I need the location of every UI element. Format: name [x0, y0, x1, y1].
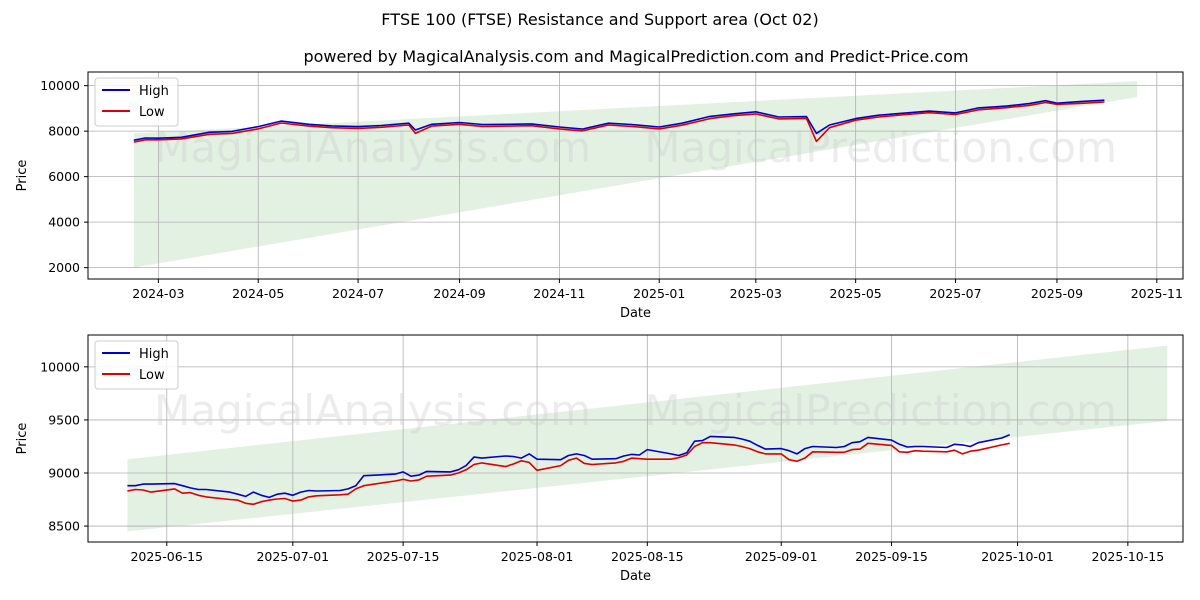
series-line-low	[133, 101, 1105, 143]
y-tick-label: 8000	[48, 124, 80, 139]
x-tick-label: 2024-05	[232, 286, 284, 301]
x-tick-label: 2025-08-01	[501, 549, 574, 564]
x-axis-label: Date	[620, 306, 651, 321]
y-tick-label: 10000	[40, 78, 80, 93]
x-tick-label: 2024-11	[533, 286, 585, 301]
x-axis-label: Date	[620, 569, 651, 584]
x-tick-label: 2025-08-15	[611, 549, 684, 564]
series-line-high	[133, 99, 1105, 141]
x-tick-label: 2025-10-15	[1092, 549, 1165, 564]
figure-title: FTSE 100 (FTSE) Resistance and Support a…	[381, 10, 818, 29]
series-line-high	[127, 434, 1011, 499]
y-tick-label: 9000	[48, 466, 80, 481]
legend-label-high: High	[139, 84, 169, 99]
series-line-low	[127, 441, 1010, 506]
x-tick-label: 2025-07-15	[367, 549, 440, 564]
legend-label-low: Low	[139, 368, 165, 383]
figure-subtitle: powered by MagicalAnalysis.com and Magic…	[303, 47, 968, 66]
y-axis-label: Price	[15, 423, 30, 455]
x-tick-label: 2025-07	[929, 286, 981, 301]
x-tick-label: 2024-03	[132, 286, 184, 301]
x-tick-label: 2025-06-15	[130, 549, 203, 564]
plot-frame	[87, 71, 1184, 280]
legend-label-low: Low	[139, 105, 165, 120]
y-tick-label: 8500	[48, 519, 80, 534]
x-tick-label: 2025-05	[830, 286, 882, 301]
plot-frame	[87, 334, 1184, 543]
x-tick-label: 2024-09	[433, 286, 485, 301]
x-tick-label: 2025-07-01	[256, 549, 329, 564]
x-tick-label: 2025-03	[730, 286, 782, 301]
x-tick-label: 2025-09	[1031, 286, 1083, 301]
y-tick-label: 2000	[48, 260, 80, 275]
chart-panel-top: MagicalAnalysis.com MagicalPrediction.co…	[15, 71, 1184, 321]
watermark: MagicalAnalysis.com MagicalPrediction.co…	[154, 386, 1117, 435]
x-tick-label: 2025-09-15	[855, 549, 928, 564]
x-tick-label: 2025-11	[1131, 286, 1183, 301]
x-tick-label: 2025-01	[633, 286, 685, 301]
y-tick-label: 10000	[40, 359, 80, 374]
y-tick-label: 9500	[48, 412, 80, 427]
legend-label-high: High	[139, 347, 169, 362]
y-tick-label: 6000	[48, 169, 80, 184]
x-tick-label: 2025-09-01	[745, 549, 818, 564]
x-tick-label: 2024-07	[332, 286, 384, 301]
x-tick-label: 2025-10-01	[981, 549, 1054, 564]
y-axis-label: Price	[15, 160, 30, 192]
y-tick-label: 4000	[48, 215, 80, 230]
legend: High Low	[94, 77, 179, 127]
legend: High Low	[94, 340, 179, 390]
watermark: MagicalAnalysis.com MagicalPrediction.co…	[154, 123, 1117, 172]
chart-panel-bottom: MagicalAnalysis.com MagicalPrediction.co…	[15, 334, 1184, 584]
